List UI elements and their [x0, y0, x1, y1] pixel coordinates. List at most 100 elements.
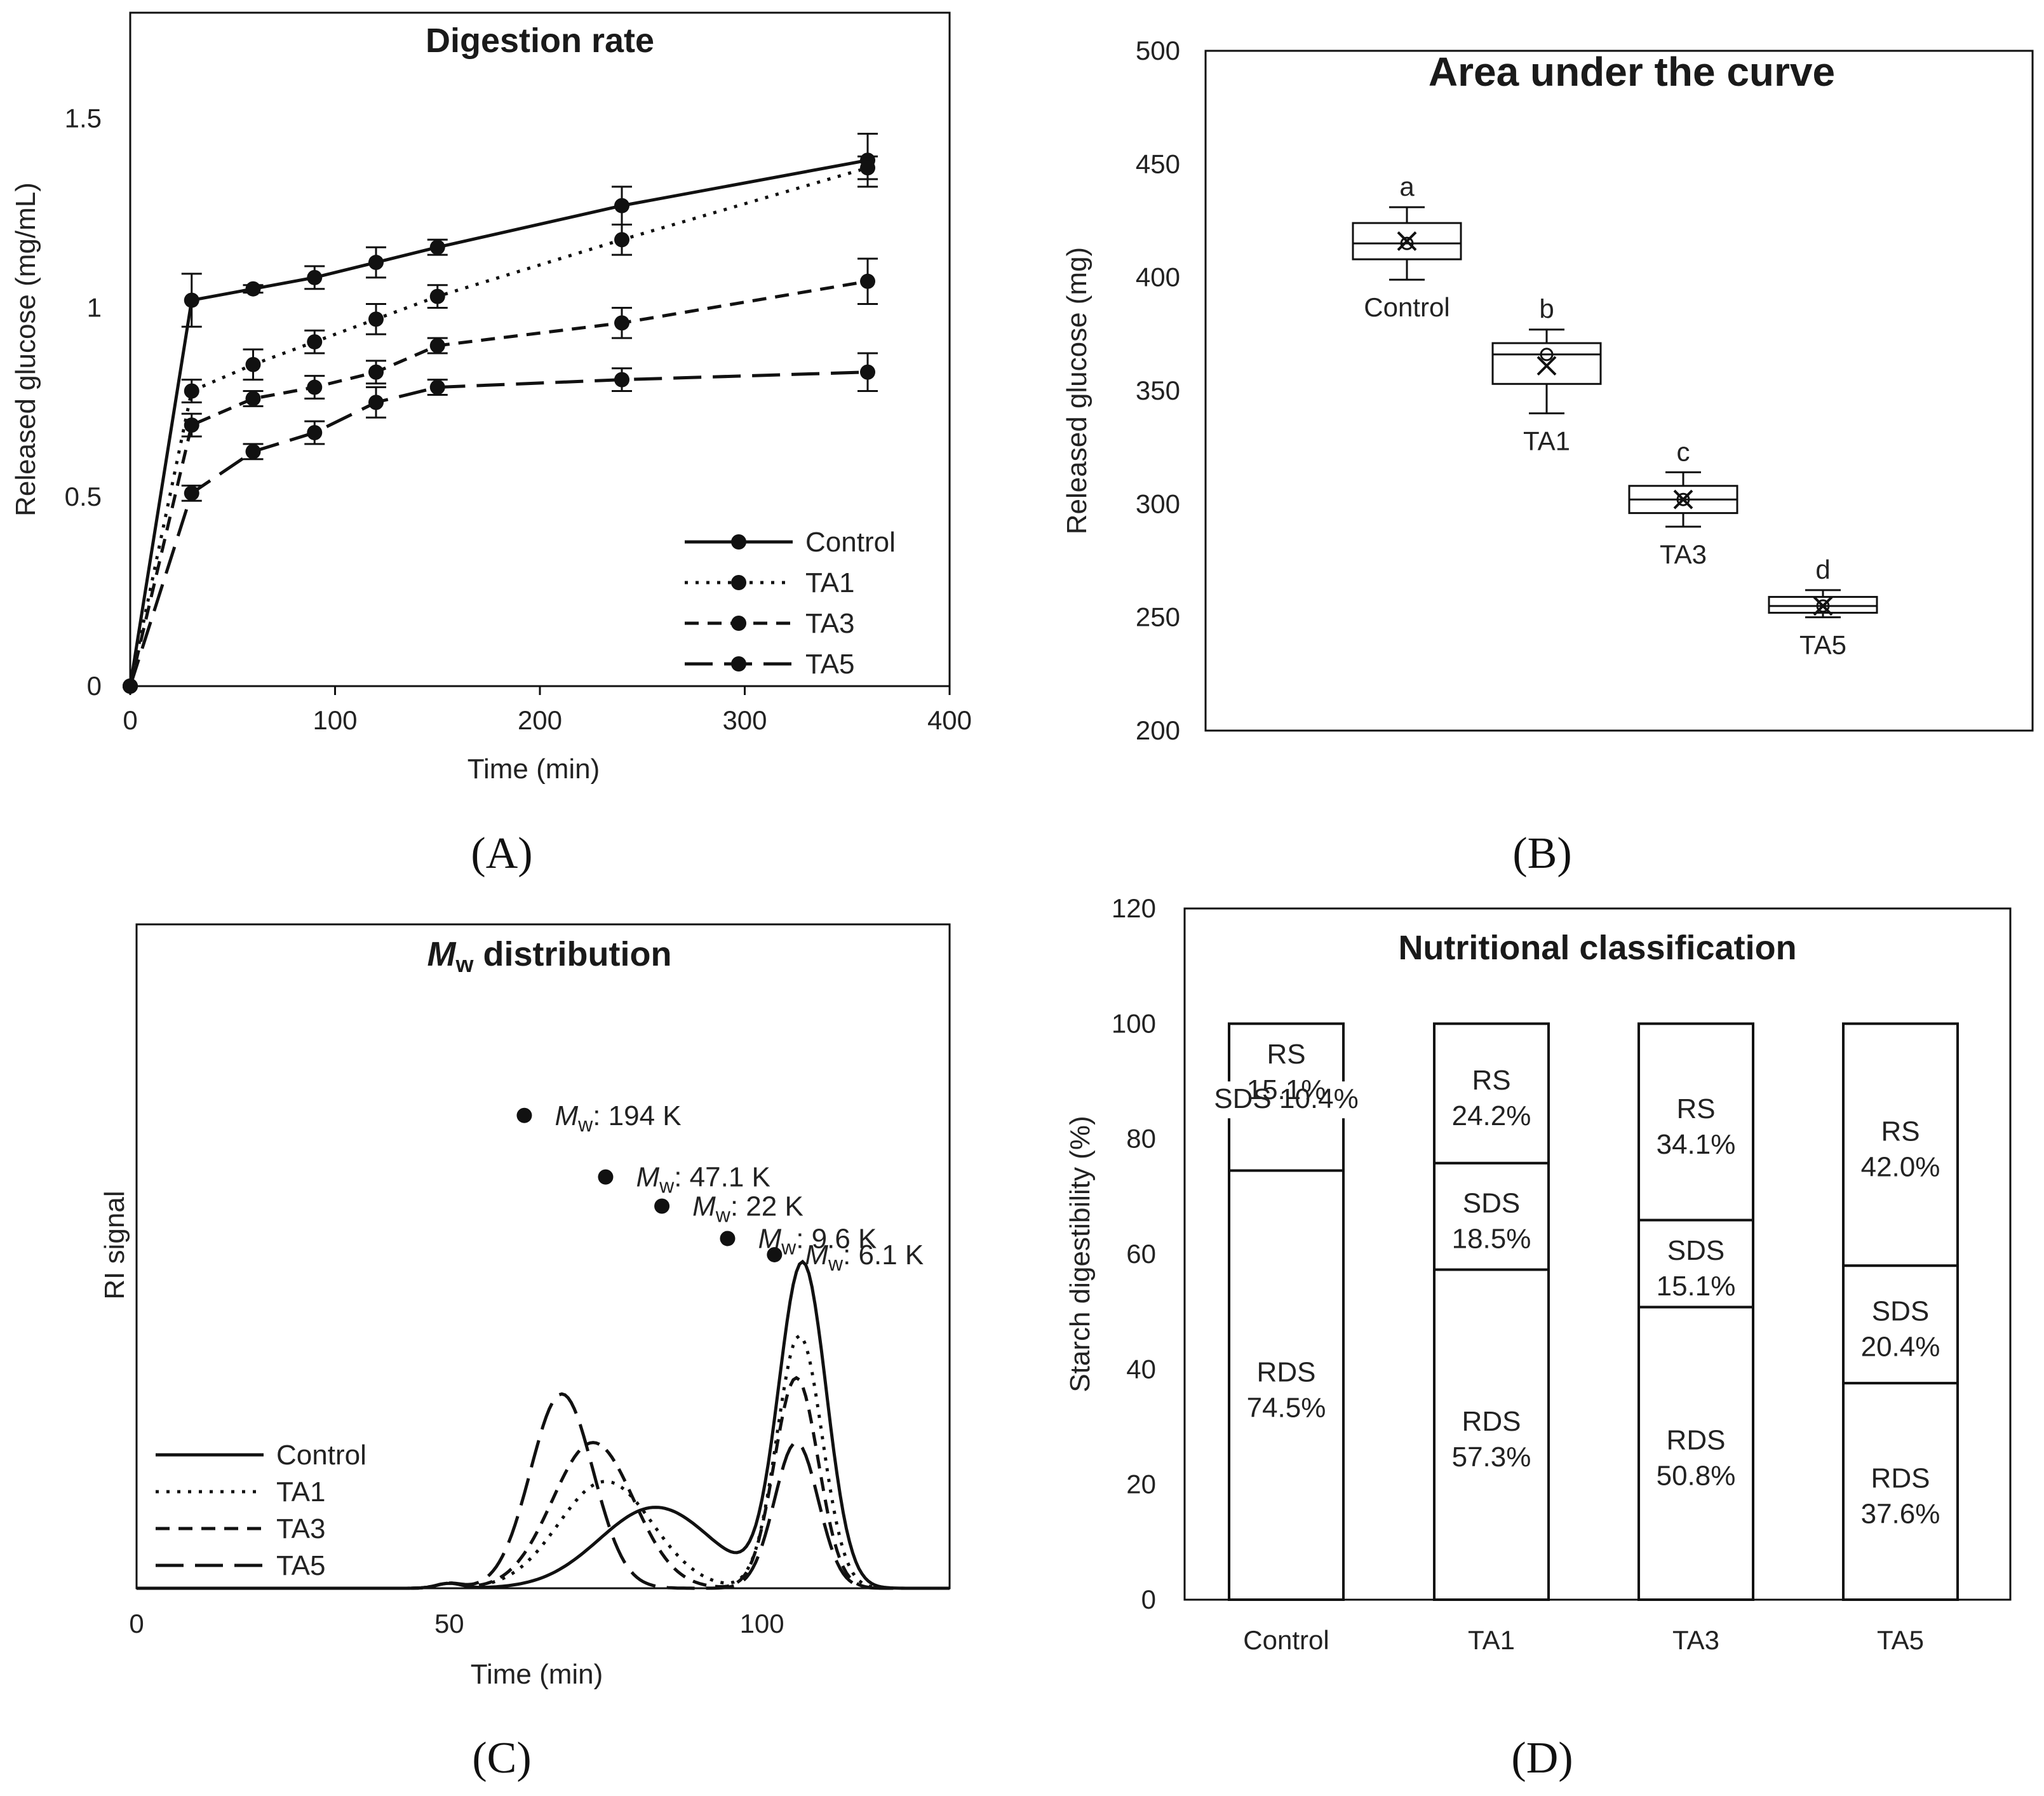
segment-label-rds-ta3-name: RDS: [1667, 1425, 1726, 1456]
bar-segment-sds-ta5: [1842, 1264, 1959, 1385]
mean-marker-ta3: [1673, 489, 1693, 510]
legend-marker-ta3: [731, 616, 746, 631]
y-tick-label: 0: [87, 671, 102, 701]
y-axis-label: Released glucose (mg/mL): [10, 182, 41, 517]
group-label-ta5: TA5: [1799, 630, 1846, 660]
plot-frame: [135, 923, 951, 1590]
data-point-ta5: [184, 485, 199, 501]
segment-label-rs-ta5-value: 42.0%: [1861, 1152, 1940, 1183]
data-point-ta3: [429, 338, 445, 354]
data-point-ta5: [245, 443, 261, 459]
series-line-ta5: [137, 1392, 950, 1590]
y-tick-label: 400: [1136, 262, 1180, 292]
mean-marker-ta1: [1536, 356, 1557, 376]
data-point-control: [429, 240, 445, 255]
bar-segment-sds-control: [1228, 1109, 1345, 1172]
y-tick-label: 250: [1136, 602, 1180, 632]
x-axis-label: Time (min): [471, 1659, 603, 1690]
segment-label-rds-ta1-name: RDS: [1462, 1406, 1521, 1437]
plot-frame: [1204, 50, 2034, 732]
x-tick-label: 100: [313, 705, 357, 735]
chart-title: Nutritional classification: [1398, 929, 1796, 967]
median-point-ta1: [1540, 348, 1554, 361]
data-point-control: [184, 292, 199, 308]
y-tick-label: 200: [1136, 715, 1180, 745]
segment-label-rds-ta1-value: 57.3%: [1452, 1442, 1531, 1473]
legend-label-ta3: TA3: [805, 608, 854, 639]
segment-label-rs-control-value: 15.1%: [1247, 1074, 1326, 1105]
group-label-control: Control: [1364, 292, 1449, 322]
panel-label-c: (C): [472, 1734, 531, 1783]
y-tick-label: 300: [1136, 489, 1180, 518]
data-point-ta1: [307, 334, 323, 350]
legend-label-control: Control: [276, 1440, 366, 1471]
legend-label-control: Control: [805, 527, 896, 558]
bar-segment-rds-ta1: [1433, 1268, 1550, 1601]
data-point-ta3: [614, 315, 629, 331]
median-point-ta3: [1676, 492, 1690, 506]
y-tick-label: 0: [1141, 1584, 1156, 1614]
series-line-ta3: [128, 280, 868, 687]
chart-title: Digestion rate: [426, 22, 654, 60]
box-ta1: [1491, 342, 1602, 385]
segment-label-rs-ta5-name: RS: [1881, 1116, 1920, 1147]
y-tick-label: 120: [1112, 893, 1156, 923]
series-line-control: [128, 158, 868, 687]
panel-b-area-under-curve-chart: Area under the curve 200 250 300 350 400 450 50…: [1061, 36, 2034, 878]
legend-marker-ta1: [731, 575, 746, 590]
bar-segment-rs-ta3: [1637, 1022, 1754, 1222]
data-point-ta5: [860, 364, 875, 380]
bar-segment-rds-ta5: [1842, 1382, 1959, 1601]
segment-label-rds-ta3-value: 50.8%: [1657, 1461, 1736, 1492]
bar-segment-rs-ta5: [1842, 1022, 1959, 1267]
x-tick-label: 300: [722, 705, 767, 735]
data-point-ta5: [307, 425, 323, 441]
series-line-ta1: [137, 1333, 950, 1590]
mw-marker: [720, 1231, 736, 1246]
category-label-ta1: TA1: [1468, 1625, 1515, 1655]
legend-label-ta3: TA3: [276, 1513, 325, 1544]
legend-label-ta1: TA1: [276, 1476, 325, 1508]
data-point-ta3: [184, 417, 199, 433]
y-axis-label: Starch digestibility (%): [1065, 1116, 1096, 1392]
data-point-ta1: [860, 160, 875, 176]
series-line-ta3: [137, 1375, 950, 1590]
y-tick-label: 350: [1136, 375, 1180, 405]
segment-label-rds-ta5-value: 37.6%: [1861, 1499, 1940, 1530]
chart-title: Mw distribution: [427, 935, 672, 977]
panel-label-d: (D): [1511, 1734, 1573, 1783]
significance-letter-ta3: c: [1677, 436, 1690, 466]
data-point-ta1: [429, 288, 445, 304]
data-point-ta1: [184, 383, 199, 399]
segment-label-rs-control-name: RS: [1267, 1039, 1305, 1070]
data-point-control: [614, 198, 629, 213]
data-point-ta3: [368, 364, 384, 380]
y-tick-label: 100: [1112, 1008, 1156, 1038]
panel-label-a: (A): [471, 829, 532, 878]
segment-label-sds-ta5-value: 20.4%: [1861, 1332, 1940, 1363]
segment-label-bg: [1211, 1081, 1361, 1119]
data-point-ta3: [307, 379, 323, 395]
segment-label-rs-ta3-value: 34.1%: [1657, 1129, 1736, 1160]
segment-label-rds-control-value: 74.5%: [1247, 1392, 1326, 1423]
segment-label-sds-ta3-value: 15.1%: [1657, 1271, 1736, 1302]
y-tick-label: 1.5: [65, 104, 102, 133]
data-point-ta1: [614, 232, 629, 248]
segment-label-sds-ta1-value: 18.5%: [1452, 1224, 1531, 1255]
x-tick-label: 0: [123, 705, 137, 735]
segment-label-rds-ta5-name: RDS: [1871, 1463, 1930, 1494]
bar-segment-rds-ta3: [1637, 1306, 1754, 1601]
legend-marker-control: [731, 534, 746, 550]
median-point-ta5: [1816, 599, 1830, 613]
data-point-ta1: [368, 311, 384, 327]
plot-frame: [1183, 907, 2012, 1601]
category-label-control: Control: [1243, 1625, 1329, 1655]
mw-annotation: Mw: 194 K: [555, 1100, 681, 1136]
segment-label-sds-control: SDS 10.4%: [1214, 1083, 1358, 1114]
data-point-ta3: [860, 273, 875, 289]
y-tick-label: 0.5: [65, 482, 102, 511]
bar-segment-rds-control: [1228, 1169, 1345, 1601]
data-point-ta5: [614, 372, 629, 388]
mw-annotation: Mw: 6.1 K: [805, 1239, 924, 1275]
